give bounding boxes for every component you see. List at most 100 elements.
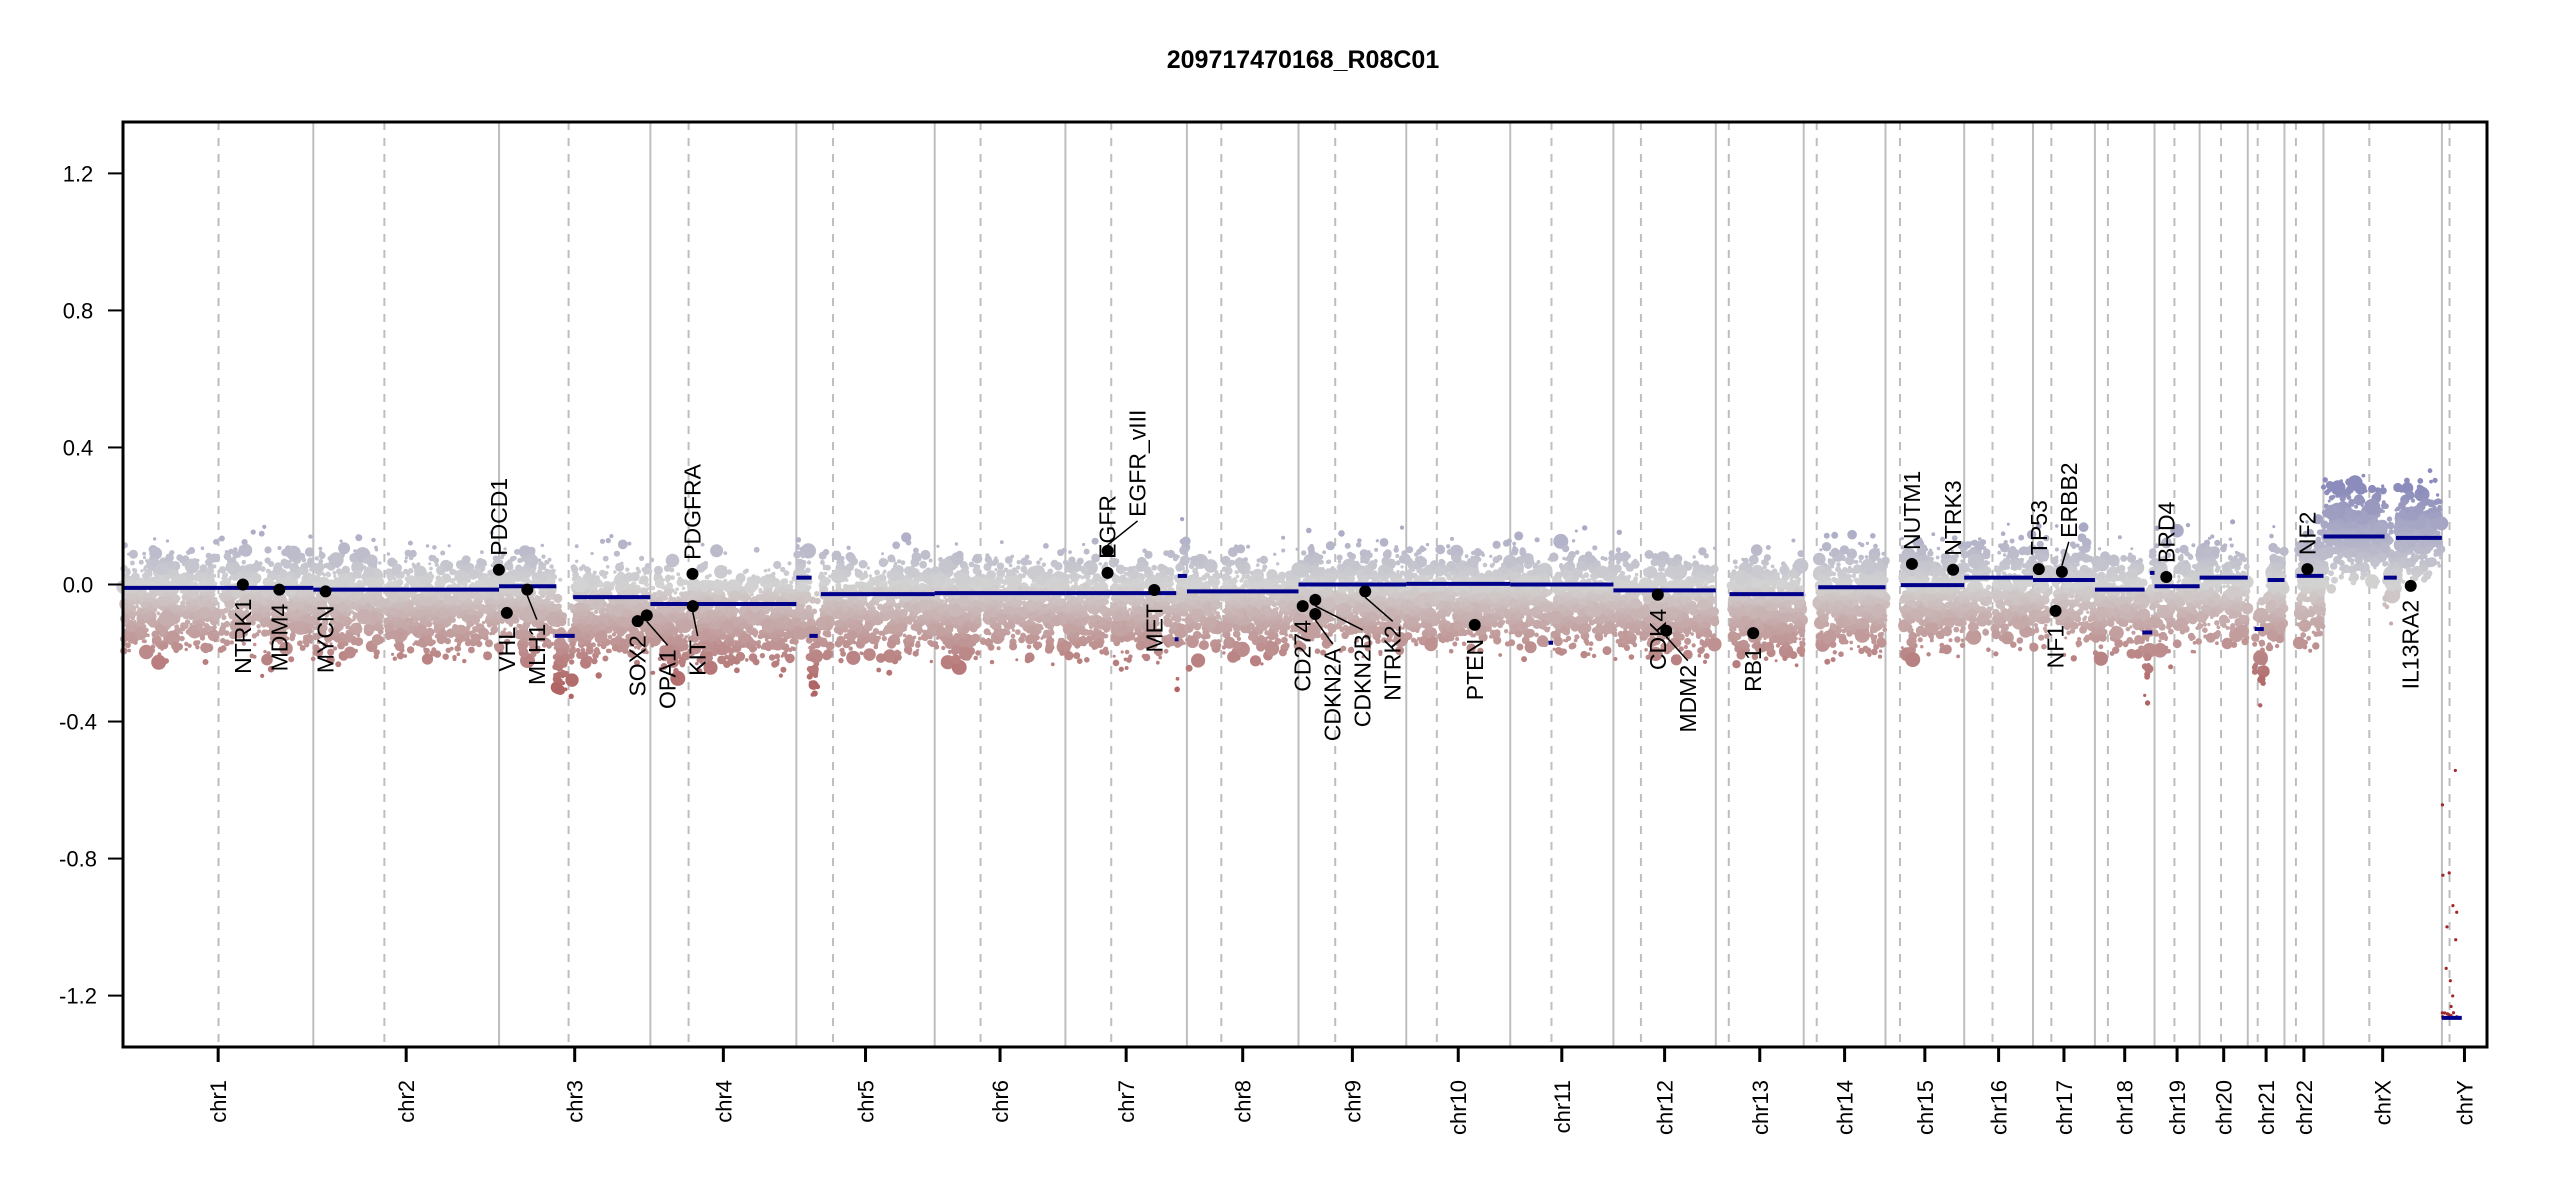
probe-point	[601, 616, 609, 623]
probe-point	[665, 553, 680, 568]
probe-point	[599, 538, 606, 544]
probe-point	[846, 545, 851, 550]
probe-point	[758, 588, 763, 593]
probe-point	[763, 569, 768, 573]
probe-point	[487, 613, 492, 618]
probe-point	[496, 598, 502, 604]
probe-point	[192, 627, 196, 631]
probe-point	[800, 559, 807, 566]
probe-point	[477, 609, 482, 614]
probe-point	[735, 651, 746, 662]
probe-point	[639, 555, 645, 562]
probe-point	[881, 635, 887, 642]
probe-point	[363, 580, 368, 584]
probe-point	[572, 577, 588, 593]
probe-point	[838, 657, 844, 664]
probe-point	[425, 612, 433, 620]
probe-point	[227, 559, 230, 563]
probe-point	[218, 535, 225, 542]
probe-point	[783, 570, 790, 576]
probe-point	[160, 641, 169, 650]
probe-point	[154, 574, 159, 580]
probe-point	[738, 621, 747, 630]
probe-point	[346, 605, 351, 610]
probe-point	[444, 605, 450, 610]
probe-point	[346, 632, 354, 640]
probe-point	[347, 601, 351, 605]
probe-point	[146, 611, 151, 615]
probe-point	[611, 632, 617, 637]
probe-point	[267, 665, 275, 673]
probe-point	[371, 634, 383, 646]
probe-point	[929, 636, 933, 640]
probe-point	[848, 646, 853, 651]
probe-point	[356, 608, 372, 625]
probe-point	[297, 640, 303, 647]
probe-point	[642, 577, 647, 582]
probe-point	[793, 588, 799, 594]
probe-point	[512, 555, 517, 561]
probe-point	[326, 571, 330, 575]
probe-point	[429, 566, 433, 571]
probe-point	[146, 633, 150, 638]
probe-point	[478, 613, 483, 618]
probe-point	[436, 634, 446, 645]
probe-point	[780, 654, 784, 658]
probe-point	[655, 624, 661, 630]
probe-point	[155, 562, 169, 576]
probe-point	[665, 578, 670, 583]
probe-point	[314, 556, 319, 561]
probe-point	[464, 594, 469, 599]
probe-point	[646, 587, 651, 591]
probe-point	[785, 589, 789, 594]
probe-point	[635, 566, 640, 571]
probe-point	[761, 618, 776, 633]
probe-point	[613, 570, 617, 574]
probe-point	[363, 605, 368, 610]
probe-point	[127, 648, 131, 653]
probe-point	[350, 558, 356, 563]
probe-point	[749, 639, 755, 644]
probe-point	[374, 545, 378, 550]
probe-point	[602, 601, 608, 608]
probe-point	[468, 600, 474, 606]
probe-point	[570, 645, 576, 652]
probe-point	[404, 556, 408, 560]
probe-point	[307, 628, 313, 635]
probe-point	[204, 643, 214, 653]
probe-point	[156, 611, 160, 615]
probe-point	[220, 625, 226, 631]
probe-point	[698, 566, 704, 572]
probe-point	[704, 574, 710, 580]
probe-point	[307, 557, 314, 564]
probe-point	[525, 601, 530, 606]
probe-point	[796, 546, 800, 550]
probe-point	[716, 649, 721, 654]
probe-point	[593, 648, 601, 655]
probe-point	[130, 605, 136, 611]
probe-point	[336, 568, 342, 575]
probe-point	[338, 542, 351, 555]
probe-point	[773, 560, 782, 570]
probe-point	[465, 625, 471, 631]
probe-point	[651, 637, 656, 642]
probe-point	[423, 634, 433, 644]
probe-point	[409, 609, 416, 616]
probe-point	[134, 595, 138, 599]
probe-point	[265, 568, 271, 574]
probe-point	[557, 664, 562, 668]
probe-point	[142, 551, 147, 556]
probe-point	[180, 631, 184, 635]
probe-point	[696, 619, 702, 625]
probe-point	[151, 630, 159, 638]
probe-point	[221, 614, 227, 621]
probe-point	[592, 624, 600, 632]
probe-point	[739, 633, 749, 643]
probe-point	[753, 546, 760, 553]
probe-point	[128, 634, 133, 639]
probe-point	[857, 638, 860, 642]
probe-point	[129, 599, 135, 606]
probe-point	[570, 675, 576, 681]
probe-point	[230, 556, 237, 563]
probe-point	[438, 610, 443, 614]
